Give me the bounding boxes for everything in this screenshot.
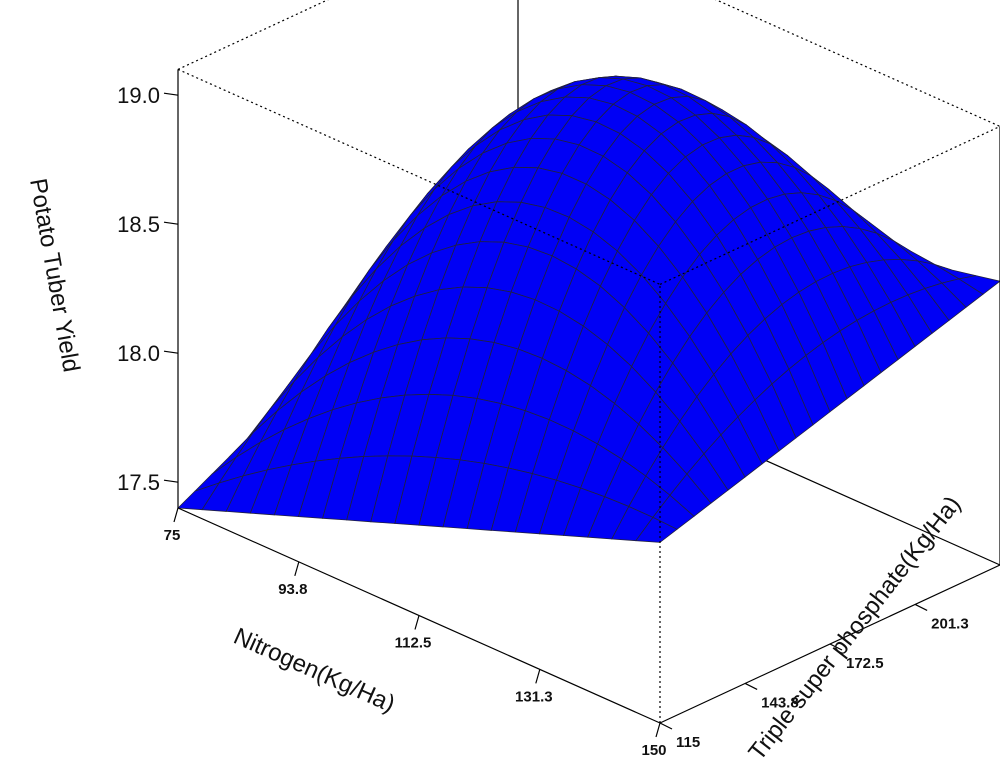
surface-plot [177, 75, 1000, 543]
z-tick-mark [163, 350, 179, 354]
z-tick-label: 17.5 [117, 470, 160, 495]
axis-ticks: 17.5 18.0 18.5 19.0 75 93.8 112.5 131.3 150 115 14… [117, 83, 1000, 759]
y-tick-mark [659, 722, 673, 730]
x-tick-mark [173, 507, 179, 523]
z-tick-mark [163, 221, 179, 225]
x-tick-mark [414, 615, 420, 630]
x-axis-title: Nitrogen(Kg/Ha) [230, 623, 399, 718]
box-edge [177, 0, 329, 70]
z-tick-label: 18.5 [117, 212, 160, 237]
z-tick-mark [163, 479, 179, 483]
y-tick-mark [914, 603, 928, 611]
x-tick-label: 150 [641, 742, 666, 759]
y-tick-label: 143.8 [761, 694, 799, 711]
x-tick-mark [535, 669, 541, 684]
z-tick-mark [163, 92, 179, 96]
y-tick-label: 115 [676, 734, 700, 751]
z-tick-label: 18.0 [117, 341, 160, 366]
x-tick-label: 131.3 [515, 688, 553, 705]
x-tick-label: 75 [164, 527, 181, 544]
x-tick-label: 93.8 [278, 581, 307, 598]
x-tick-mark [294, 561, 300, 577]
y-tick-mark [829, 643, 843, 651]
x-tick-mark [655, 722, 661, 738]
y-tick-label: 172.5 [846, 655, 884, 672]
x-tick-label: 112.5 [395, 635, 432, 652]
y-tick-label: 201.3 [931, 615, 969, 632]
surface-facet [635, 516, 678, 543]
y-tick-mark [744, 682, 758, 690]
z-axis-title: Potato Tuber Yield [24, 176, 85, 374]
z-tick-label: 19.0 [117, 83, 160, 108]
